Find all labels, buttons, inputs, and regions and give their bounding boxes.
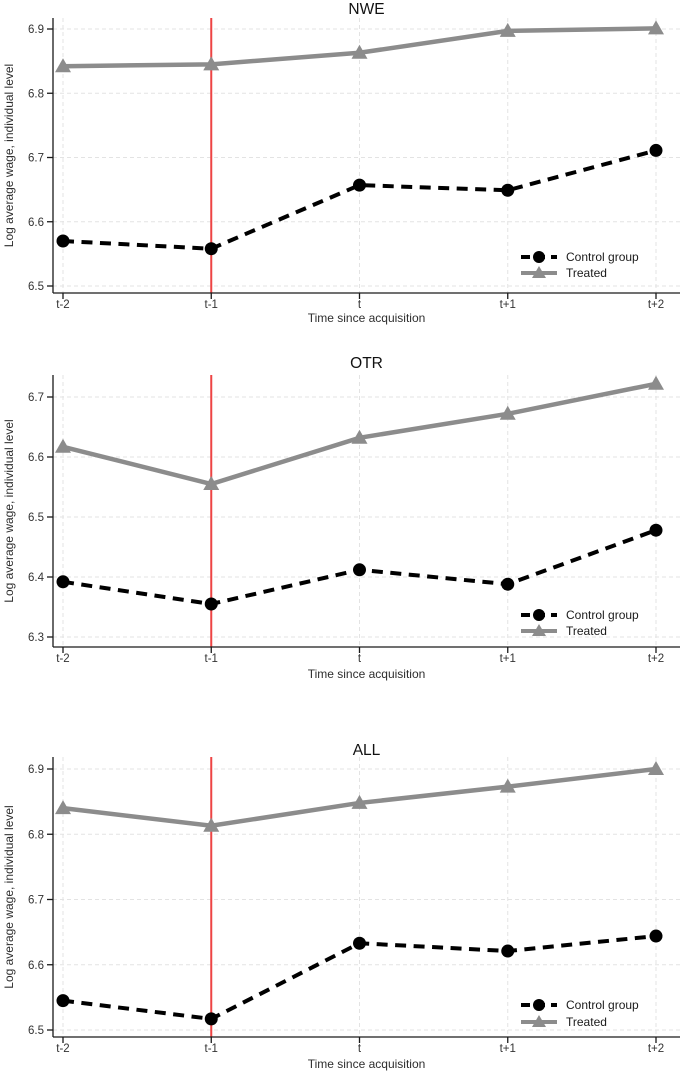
chart-panel-all: 6.5 6.6 6.7 6.8 6.9 t-2 t-1 t t+1 t+2 Control grou… bbox=[2, 742, 680, 1071]
y-tick-label: 6.7 bbox=[28, 392, 44, 404]
control-marker bbox=[649, 143, 663, 157]
legend-control-label: Control group bbox=[566, 608, 639, 622]
y-tick-label: 6.8 bbox=[28, 88, 44, 100]
x-tick-label: t+2 bbox=[648, 653, 664, 665]
y-axis-label: Log average wage, individual level bbox=[2, 805, 16, 988]
y-tick-label: 6.6 bbox=[28, 960, 44, 972]
panel-title: OTR bbox=[350, 355, 383, 372]
control-marker bbox=[56, 575, 70, 589]
x-tick-label: t bbox=[358, 299, 362, 311]
treated-marker bbox=[55, 58, 71, 73]
treated-marker bbox=[351, 44, 368, 59]
panel-title: ALL bbox=[353, 742, 381, 759]
control-marker bbox=[501, 944, 515, 958]
x-tick-label: t-2 bbox=[56, 299, 69, 311]
control-marker bbox=[204, 242, 218, 256]
control-marker bbox=[204, 1012, 218, 1026]
y-tick-label: 6.3 bbox=[28, 632, 44, 644]
legend-treated-label: Treated bbox=[566, 624, 607, 638]
y-tick-label: 6.7 bbox=[28, 153, 44, 165]
control-marker bbox=[204, 597, 218, 611]
y-tick-label: 6.6 bbox=[28, 217, 44, 229]
x-tick-label: t bbox=[358, 653, 362, 665]
treated-marker bbox=[55, 800, 71, 815]
y-tick-label: 6.5 bbox=[28, 1025, 44, 1037]
x-tick-label: t-1 bbox=[205, 653, 218, 665]
x-tick-label: t+1 bbox=[500, 1043, 516, 1055]
legend-control-marker bbox=[533, 609, 545, 621]
x-tick-label: t+1 bbox=[500, 299, 516, 311]
chart-panel-otr: 6.3 6.4 6.5 6.6 6.7 t-2 t-1 t t+1 t+2 Control grou… bbox=[2, 355, 680, 681]
x-axis-label: Time since acquisition bbox=[308, 311, 426, 325]
control-series-line bbox=[62, 148, 657, 251]
control-marker bbox=[353, 178, 366, 192]
x-axis-label: Time since acquisition bbox=[308, 1057, 426, 1071]
y-tick-label: 6.9 bbox=[28, 764, 44, 776]
treated-marker bbox=[351, 429, 368, 444]
treated-marker bbox=[499, 22, 516, 37]
control-marker bbox=[56, 234, 70, 248]
treated-marker bbox=[203, 817, 220, 832]
y-tick-label: 6.5 bbox=[28, 281, 44, 293]
treated-marker bbox=[203, 476, 220, 490]
legend-control-marker bbox=[533, 251, 545, 263]
y-tick-label: 6.5 bbox=[28, 512, 44, 524]
legend-treated-label: Treated bbox=[566, 1015, 607, 1029]
y-tick-label: 6.6 bbox=[28, 452, 44, 464]
x-tick-label: t-2 bbox=[56, 1043, 69, 1055]
y-axis-label: Log average wage, individual level bbox=[2, 64, 16, 247]
treated-marker bbox=[55, 438, 71, 453]
control-marker bbox=[353, 563, 366, 577]
panel-title: NWE bbox=[348, 1, 384, 18]
chart-panel-nwe: 6.5 6.6 6.7 6.8 6.9 t-2 t-1 t t+1 t+2 Control grou… bbox=[2, 1, 680, 325]
y-tick-label: 6.9 bbox=[28, 24, 44, 36]
legend-treated-label: Treated bbox=[566, 266, 607, 280]
control-marker bbox=[501, 183, 515, 197]
control-marker bbox=[649, 523, 663, 537]
treated-marker bbox=[351, 794, 368, 809]
treated-marker bbox=[648, 20, 664, 35]
x-tick-label: t+2 bbox=[648, 1043, 664, 1055]
x-tick-label: t+1 bbox=[500, 653, 516, 665]
legend-treated-marker bbox=[532, 624, 546, 636]
control-marker bbox=[353, 936, 366, 950]
x-tick-label: t+2 bbox=[648, 299, 664, 311]
control-marker bbox=[56, 994, 70, 1008]
treated-marker bbox=[203, 56, 220, 71]
x-tick-label: t bbox=[358, 1043, 362, 1055]
x-axis-label: Time since acquisition bbox=[308, 667, 426, 681]
y-tick-label: 6.7 bbox=[28, 895, 44, 907]
y-tick-label: 6.8 bbox=[28, 829, 44, 841]
x-tick-label: t-1 bbox=[205, 299, 218, 311]
treated-marker bbox=[648, 761, 664, 775]
control-marker bbox=[649, 929, 663, 943]
treated-marker bbox=[648, 375, 664, 390]
x-tick-label: t-1 bbox=[205, 1043, 218, 1055]
legend-treated-marker bbox=[532, 266, 546, 278]
treated-marker bbox=[499, 405, 516, 420]
y-tick-label: 6.4 bbox=[28, 572, 45, 584]
control-marker bbox=[501, 577, 515, 591]
y-axis-label: Log average wage, individual level bbox=[2, 419, 16, 602]
treated-marker bbox=[499, 778, 516, 793]
legend-control-label: Control group bbox=[566, 998, 639, 1012]
legend-control-marker bbox=[533, 999, 545, 1011]
legend-treated-marker bbox=[532, 1015, 546, 1027]
x-tick-label: t-2 bbox=[56, 653, 69, 665]
legend-control-label: Control group bbox=[566, 250, 639, 264]
